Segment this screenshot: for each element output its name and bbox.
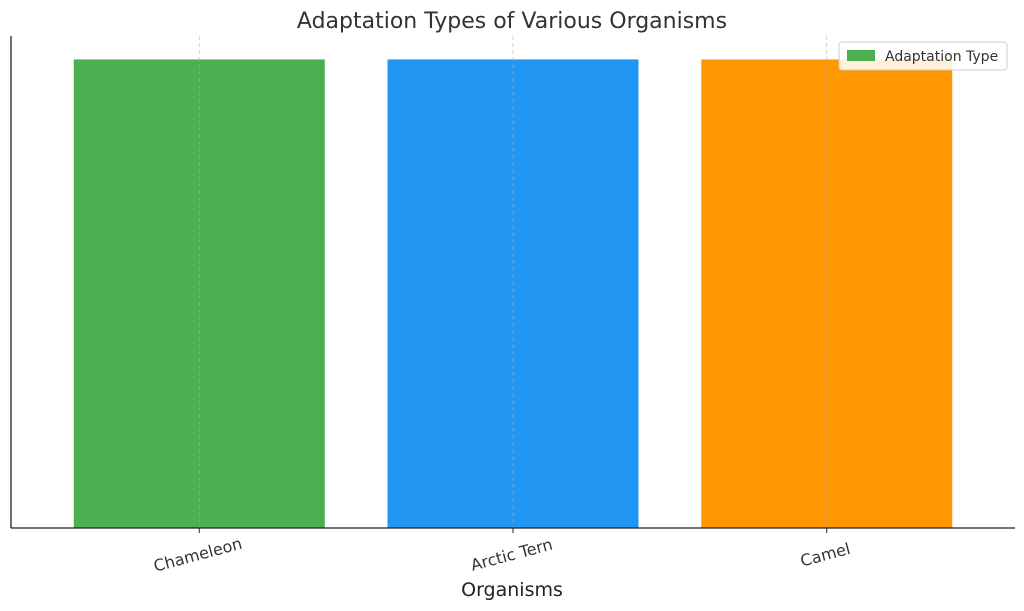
grid-layer [198, 36, 828, 528]
tick-label-chameleon: Chameleon [152, 534, 245, 576]
chart-title: Adaptation Types of Various Organisms [297, 9, 727, 34]
legend: Adaptation Type [838, 41, 1008, 71]
x-axis-label: Organisms [461, 579, 563, 601]
legend-entry-adaptation-type: Adaptation Type [885, 49, 998, 65]
legend-swatch [847, 50, 875, 61]
tick-label-camel: Camel [798, 539, 852, 571]
tick-label-arctic-tern: Arctic Tern [469, 535, 555, 575]
legend-frame [838, 41, 1008, 71]
ticks-layer: Chameleon Arctic Tern Camel [152, 528, 852, 576]
